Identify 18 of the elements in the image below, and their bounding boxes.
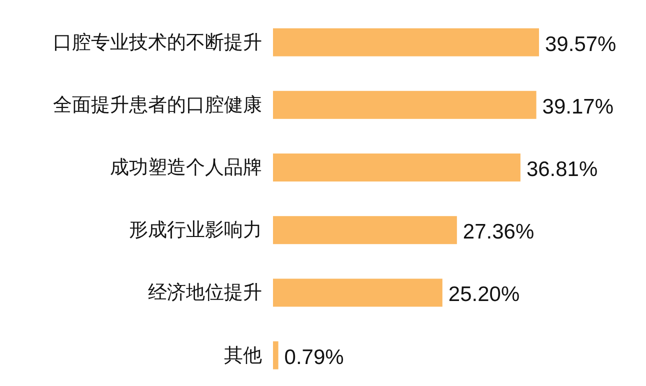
data-label: 25.20% xyxy=(448,283,520,306)
y-tick-label: 经济地位提升 xyxy=(148,282,262,304)
y-tick-label: 口腔专业技术的不断提升 xyxy=(53,31,262,54)
data-label: 39.57% xyxy=(545,32,616,56)
bar xyxy=(273,341,278,370)
bar xyxy=(273,154,520,182)
y-tick-label: 其他 xyxy=(224,344,262,366)
data-label: 36.81% xyxy=(526,158,598,181)
bar xyxy=(273,278,442,307)
y-tick-label: 全面提升患者的口腔健康 xyxy=(53,94,262,116)
bar xyxy=(273,216,457,244)
data-label: 0.79% xyxy=(284,346,344,369)
bar xyxy=(273,90,536,119)
data-label: 39.17% xyxy=(542,95,614,118)
y-tick-label: 形成行业影响力 xyxy=(129,219,262,242)
bar xyxy=(273,28,539,56)
y-tick-label: 成功塑造个人品牌 xyxy=(110,156,262,178)
data-label: 27.36% xyxy=(462,220,534,244)
